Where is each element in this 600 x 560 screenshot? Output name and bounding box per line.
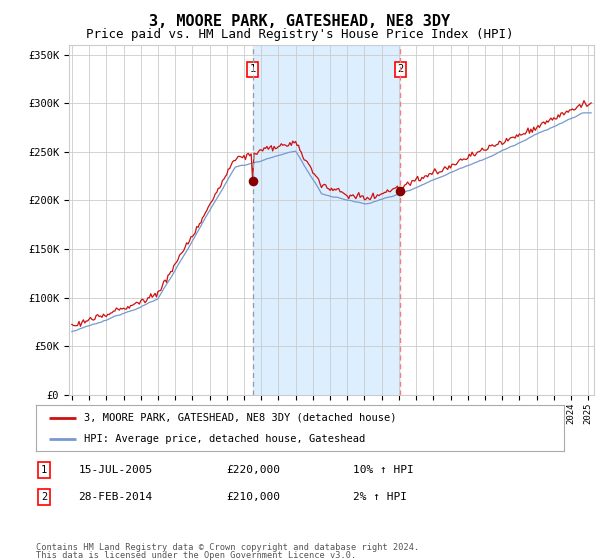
Text: 15-JUL-2005: 15-JUL-2005 [78, 465, 152, 475]
Text: Price paid vs. HM Land Registry's House Price Index (HPI): Price paid vs. HM Land Registry's House … [86, 28, 514, 41]
Text: Contains HM Land Registry data © Crown copyright and database right 2024.: Contains HM Land Registry data © Crown c… [36, 543, 419, 552]
Text: 3, MOORE PARK, GATESHEAD, NE8 3DY (detached house): 3, MOORE PARK, GATESHEAD, NE8 3DY (detac… [83, 413, 396, 423]
Text: 2: 2 [41, 492, 47, 502]
Point [395, 186, 405, 195]
Text: £220,000: £220,000 [226, 465, 280, 475]
Text: £210,000: £210,000 [226, 492, 280, 502]
Text: 10% ↑ HPI: 10% ↑ HPI [353, 465, 413, 475]
Text: This data is licensed under the Open Government Licence v3.0.: This data is licensed under the Open Gov… [36, 551, 356, 560]
Text: 1: 1 [250, 64, 256, 74]
Text: 2: 2 [397, 64, 403, 74]
Text: 28-FEB-2014: 28-FEB-2014 [78, 492, 152, 502]
Text: 1: 1 [41, 465, 47, 475]
Bar [253, 45, 400, 395]
Text: HPI: Average price, detached house, Gateshead: HPI: Average price, detached house, Gate… [83, 434, 365, 444]
Text: 2% ↑ HPI: 2% ↑ HPI [353, 492, 407, 502]
Point [248, 176, 257, 185]
Text: 3, MOORE PARK, GATESHEAD, NE8 3DY: 3, MOORE PARK, GATESHEAD, NE8 3DY [149, 14, 451, 29]
